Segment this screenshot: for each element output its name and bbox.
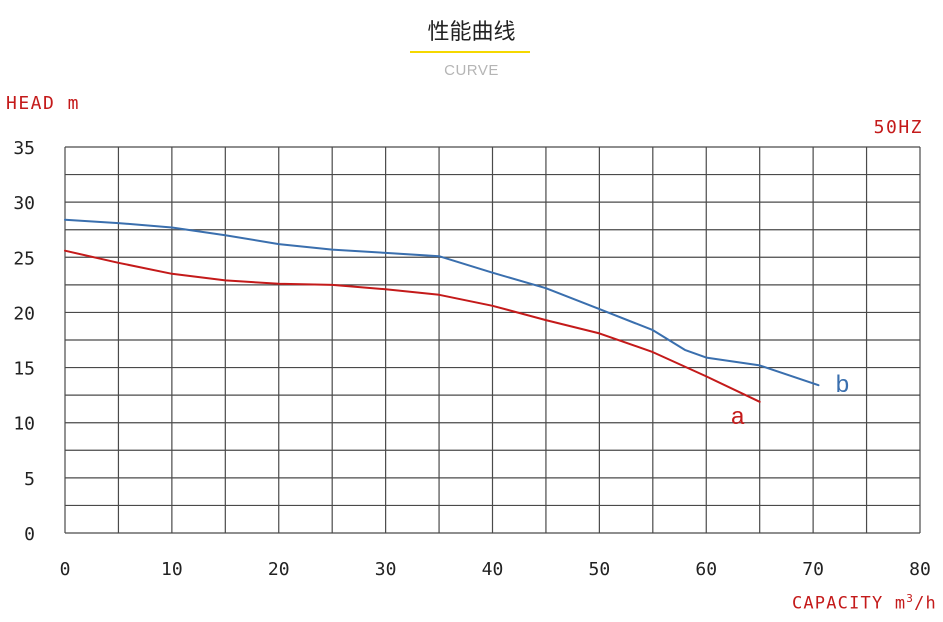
y-tick-label: 5 xyxy=(24,469,35,490)
y-tick-label: 25 xyxy=(13,248,35,269)
x-tick-label: 40 xyxy=(482,559,504,580)
y-tick-label: 15 xyxy=(13,359,35,380)
series-line-b xyxy=(64,218,820,387)
series-line-a xyxy=(64,249,761,403)
x-tick-label: 60 xyxy=(695,559,717,580)
series-label-a: a xyxy=(731,403,745,430)
x-tick-label: 50 xyxy=(589,559,611,580)
x-tick-label: 30 xyxy=(375,559,397,580)
x-tick-label: 0 xyxy=(60,559,71,580)
x-tick-label: 70 xyxy=(802,559,824,580)
x-tick-label: 20 xyxy=(268,559,290,580)
x-axis-label-text: CAPACITY m xyxy=(791,593,907,614)
series-label-b: b xyxy=(836,371,849,398)
x-tick-label: 10 xyxy=(161,559,183,580)
x-axis-label: CAPACITY m3/h xyxy=(792,592,937,614)
chart-subtitle: CURVE xyxy=(444,62,499,79)
y-tick-label: 0 xyxy=(24,524,35,545)
y-tick-label: 35 xyxy=(13,138,35,159)
y-axis-label: HEAD m xyxy=(6,93,81,114)
x-tick-label: 80 xyxy=(909,559,931,580)
x-axis-label-sup: 3 xyxy=(906,592,915,605)
title-underline xyxy=(410,51,530,53)
y-tick-label: 10 xyxy=(13,414,35,435)
y-tick-label: 20 xyxy=(13,303,35,324)
chart-title: 性能曲线 xyxy=(427,20,516,45)
frequency-label: 50HZ xyxy=(873,117,923,138)
x-axis-label-suffix: /h xyxy=(914,593,937,614)
y-tick-label: 30 xyxy=(13,193,35,214)
